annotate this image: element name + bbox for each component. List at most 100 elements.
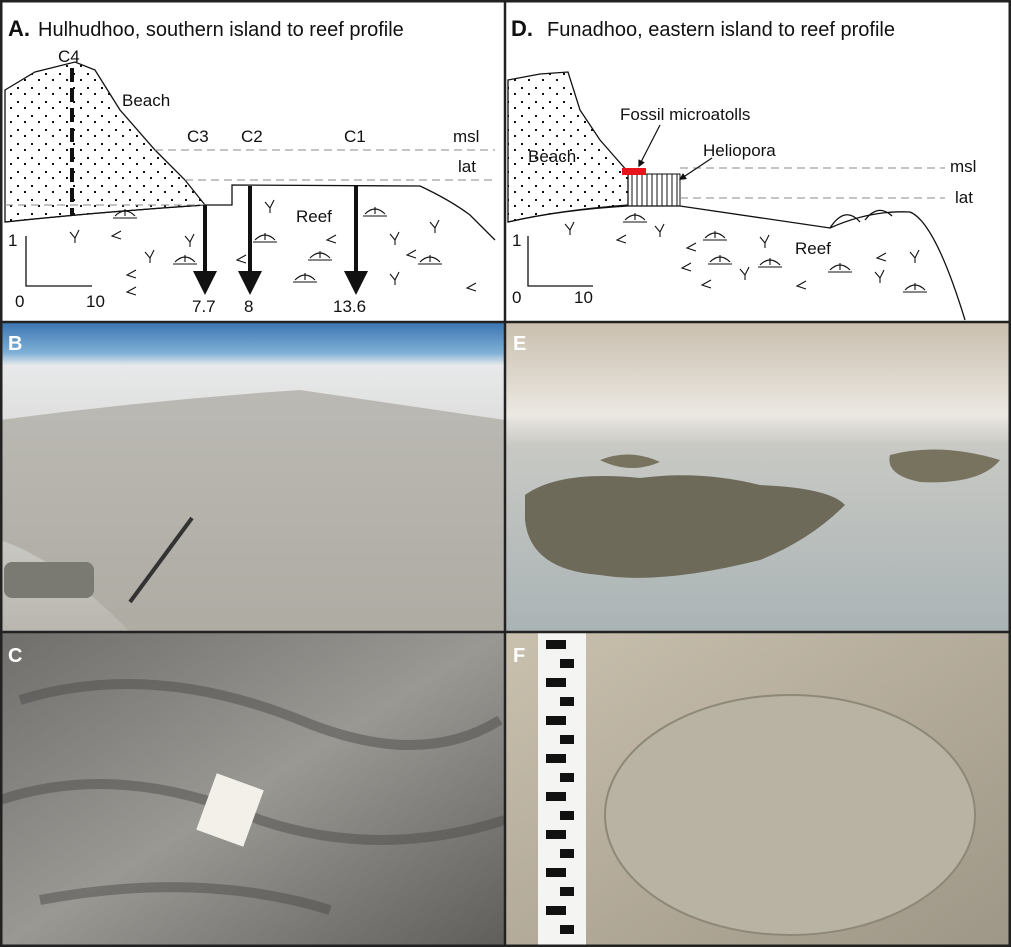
staff-tick xyxy=(546,830,566,839)
staff-tick xyxy=(560,925,574,934)
core-label: C4 xyxy=(58,47,80,66)
staff-tick xyxy=(546,716,566,725)
reef-symbol xyxy=(685,242,697,252)
reef-profile xyxy=(507,205,966,321)
reef-symbol xyxy=(828,263,852,273)
reef-symbol xyxy=(418,255,442,265)
reef-symbols xyxy=(69,199,477,296)
reef-symbol xyxy=(405,249,417,259)
scale-rod xyxy=(128,516,194,604)
reef-symbol xyxy=(680,262,692,272)
beach-label: Beach xyxy=(528,147,576,166)
reef-symbol xyxy=(125,286,137,296)
core-depth: 8 xyxy=(244,297,253,316)
reef-symbol xyxy=(363,207,387,217)
scale-bar xyxy=(527,236,593,287)
microatoll-block xyxy=(627,173,681,207)
photo-label: B xyxy=(8,333,22,355)
staff-tick xyxy=(560,811,574,820)
reef-symbol xyxy=(795,280,807,290)
reef-symbols xyxy=(564,213,927,293)
scale-label: 1 xyxy=(8,231,17,250)
reef-symbol xyxy=(325,234,337,244)
scale-bar xyxy=(25,236,92,287)
scale-label: 1 xyxy=(512,231,521,250)
reef-symbol xyxy=(615,234,627,244)
staff-tick xyxy=(546,678,566,687)
reef-profile xyxy=(4,184,496,241)
staff-tick xyxy=(546,640,566,649)
reef-symbol xyxy=(144,249,155,263)
reef-symbol xyxy=(703,231,727,241)
staff-tick xyxy=(560,887,574,896)
lat-label: lat xyxy=(955,188,973,207)
reef-symbol xyxy=(758,258,782,268)
core-depth: 7.7 xyxy=(192,297,216,316)
staff-tick xyxy=(546,754,566,763)
reef-symbol xyxy=(184,233,195,247)
scale-label: 10 xyxy=(574,288,593,307)
staff-tick xyxy=(546,792,566,801)
reef-symbol xyxy=(465,282,477,292)
rock-texture xyxy=(0,679,507,915)
beach-sediment xyxy=(4,61,207,223)
photo-b: B xyxy=(0,322,505,632)
microatoll xyxy=(600,449,1000,483)
reef-symbol xyxy=(759,234,770,248)
panel-label: A. xyxy=(8,16,30,41)
core-label: C1 xyxy=(344,127,366,146)
reef-symbol xyxy=(874,269,885,283)
reef-symbol xyxy=(739,266,750,280)
photo-c: C xyxy=(0,632,507,947)
photo-label: F xyxy=(513,645,525,667)
reef-symbol xyxy=(113,209,137,219)
scale-label: 10 xyxy=(86,292,105,311)
photo-f: F xyxy=(505,632,1011,947)
panel-label: D. xyxy=(511,16,533,41)
reef-symbol xyxy=(308,251,332,261)
reef-symbol xyxy=(708,255,732,265)
microatolls xyxy=(829,209,893,229)
scale-ticks xyxy=(546,640,574,934)
reef-symbol xyxy=(235,254,247,264)
photo-label: E xyxy=(513,333,526,355)
staff-tick xyxy=(560,849,574,858)
staff-tick xyxy=(560,735,574,744)
microatoll xyxy=(525,475,845,578)
scale-card xyxy=(196,773,264,847)
panel-title: Hulhudhoo, southern island to reef profi… xyxy=(38,19,404,41)
reef-symbol xyxy=(110,230,122,240)
reef-symbol xyxy=(564,221,575,235)
photo-e: E xyxy=(505,322,1011,632)
staff-tick xyxy=(560,697,574,706)
heliopora-label: Heliopora xyxy=(703,141,776,160)
staff-tick xyxy=(560,659,574,668)
panel-title: Funadhoo, eastern island to reef profile xyxy=(547,19,895,41)
reef-label: Reef xyxy=(296,207,332,226)
reef-label: Reef xyxy=(795,239,831,258)
panel-d: D. Funadhoo, eastern island to reef prof… xyxy=(507,16,976,321)
core-label: C3 xyxy=(187,127,209,146)
reef-symbol xyxy=(293,273,317,283)
reef-symbol xyxy=(173,255,197,265)
photo-label: C xyxy=(8,645,22,667)
reef-flat xyxy=(0,390,505,632)
pointer-arrow xyxy=(679,157,713,180)
fossil-microatoll xyxy=(622,168,646,175)
staff-tick xyxy=(560,773,574,782)
scale-label: 0 xyxy=(512,288,521,307)
reef-symbol xyxy=(125,269,137,279)
beach-label: Beach xyxy=(122,91,170,110)
reef-symbol xyxy=(623,213,647,223)
scale-label: 0 xyxy=(15,292,24,311)
reef-symbol xyxy=(253,233,277,243)
microatoll xyxy=(604,694,976,936)
reef-symbol xyxy=(69,229,80,243)
reef-symbol xyxy=(264,199,275,213)
pointer-arrow xyxy=(638,124,661,168)
reef-symbol xyxy=(875,252,887,262)
fossil-label: Fossil microatolls xyxy=(620,105,750,124)
staff-tick xyxy=(546,868,566,877)
